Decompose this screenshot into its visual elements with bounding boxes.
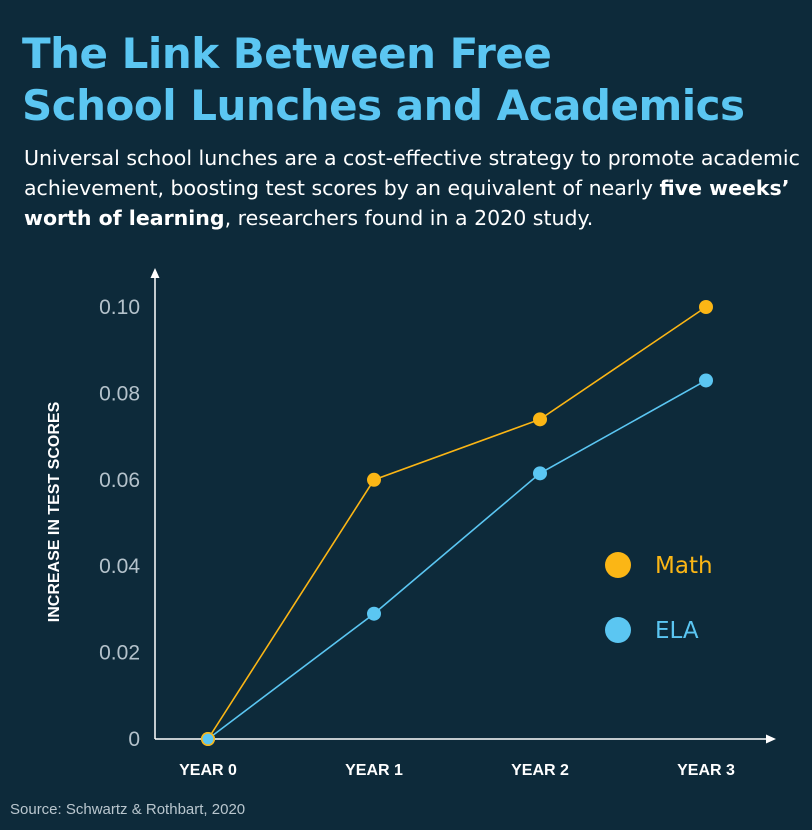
series-lines xyxy=(207,306,707,740)
x-axis xyxy=(155,734,776,744)
y-tick-label: 0.06 xyxy=(99,469,140,492)
subtitle-text-1: Universal school lunches are a cost-effe… xyxy=(24,146,800,200)
y-axis-title: INCREASE IN TEST SCORES xyxy=(46,401,63,622)
y-tick-label: 0 xyxy=(128,728,140,751)
x-tick-label: YEAR 2 xyxy=(511,762,569,779)
ela-data-point xyxy=(367,606,381,621)
origin-data-point xyxy=(201,732,215,746)
y-axis xyxy=(150,268,160,739)
y-axis-arrow xyxy=(150,268,160,278)
ela-data-point xyxy=(533,466,547,481)
ela-legend-label: ELA xyxy=(655,618,699,644)
math-data-point xyxy=(699,300,713,314)
math-legend-marker xyxy=(605,552,631,578)
legend: Math ELA xyxy=(605,552,713,644)
x-tick-label: YEAR 3 xyxy=(677,762,735,779)
title-line-1: The Link Between Free xyxy=(22,29,552,78)
subtitle-highlight: five weeks’ worth of learning xyxy=(24,176,790,230)
source-note: Source: Schwartz & Rothbart, 2020 xyxy=(10,801,246,818)
y-tick-label: 0.10 xyxy=(99,296,140,319)
math-legend-label: Math xyxy=(655,553,713,579)
ela-legend-marker xyxy=(605,617,631,643)
math-series-line xyxy=(207,306,707,740)
y-tick-label: 0.08 xyxy=(99,382,140,405)
x-tick-label: YEAR 0 xyxy=(179,762,237,779)
x-tick-label: YEAR 1 xyxy=(345,762,403,779)
ela-series-line xyxy=(207,379,707,740)
subtitle-text-2: , researchers found in a 2020 study. xyxy=(224,206,594,230)
x-axis-arrow xyxy=(766,734,776,744)
chart-subtitle: Universal school lunches are a cost-effe… xyxy=(24,143,804,233)
ela-data-point xyxy=(699,373,713,388)
series-points xyxy=(201,300,713,746)
chart-title: The Link Between Free School Lunches and… xyxy=(22,28,802,132)
math-data-point xyxy=(367,472,381,487)
y-tick-label: 0.02 xyxy=(99,642,140,665)
title-line-2: School Lunches and Academics xyxy=(22,81,745,130)
math-data-point xyxy=(533,412,547,427)
y-tick-label: 0.04 xyxy=(99,555,140,578)
x-tick-labels: YEAR 0 YEAR 1 YEAR 2 YEAR 3 xyxy=(179,762,735,779)
y-tick-labels: 0 0.02 0.04 0.06 0.08 0.10 xyxy=(99,296,140,751)
